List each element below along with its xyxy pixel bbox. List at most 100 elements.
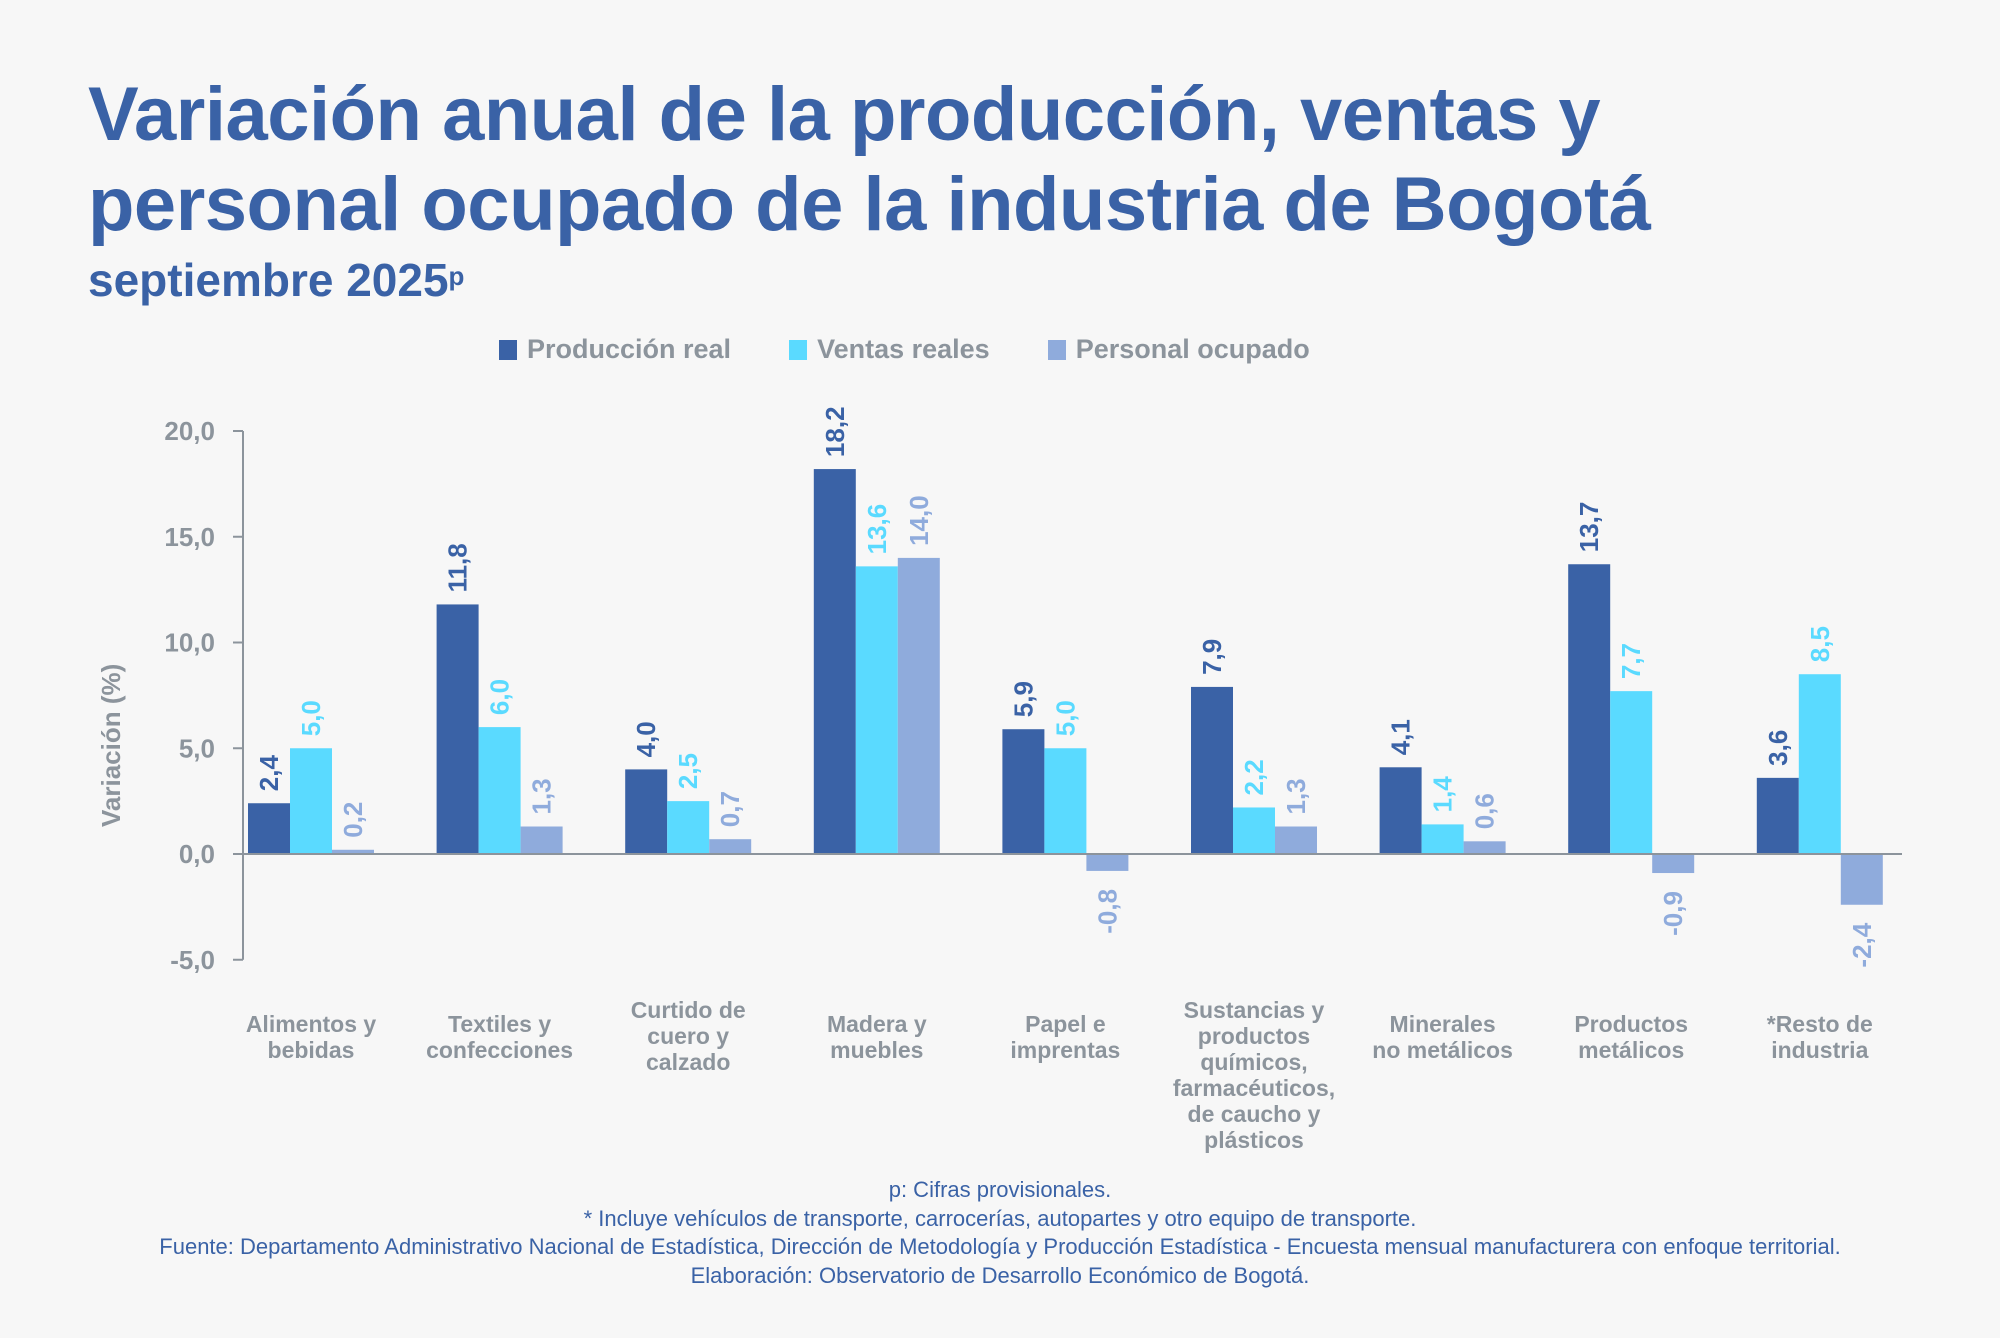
category-label: Madera y muebles [827,1011,927,1063]
data-label: 8,5 [1805,626,1835,662]
bar-personal [1086,854,1129,871]
data-label: 1,4 [1428,776,1458,813]
category-label-line: no metálicos [1372,1037,1513,1063]
chart-title: Variación anual de la producción, ventas… [88,70,1651,250]
legend: Producción real Ventas reales Personal o… [499,334,1310,365]
data-label: 5,0 [296,700,326,736]
legend-label-personal: Personal ocupado [1075,334,1310,364]
category-label-line: imprentas [1010,1037,1120,1063]
category-label: *Resto de industria [1767,1011,1873,1063]
legend-item-produccion: Producción real [499,334,731,365]
bar-ventas [290,748,332,854]
data-label: 1,3 [527,778,557,814]
data-label: 0,6 [1470,793,1500,829]
y-tick-label: -5,0 [170,945,215,975]
data-label: 3,6 [1763,730,1793,766]
data-label: 4,1 [1386,719,1416,755]
bar-produccion [1379,767,1422,854]
category-label-line: farmacéuticos, [1173,1075,1335,1101]
category-label: Alimentos y bebidas [246,1011,377,1063]
category-label-line: Sustancias y [1184,997,1325,1023]
bar-produccion [436,604,479,854]
category-label-line: químicos, [1200,1049,1307,1075]
footnote-elaboration: Elaboración: Observatorio de Desarrollo … [690,1262,1310,1288]
data-label: 2,2 [1239,759,1269,795]
data-label: 7,9 [1197,639,1227,675]
category-label-line: cuero y [647,1023,729,1049]
data-label: -2,4 [1847,922,1877,967]
subtitle-provisional-mark: p [448,261,465,291]
data-label: 0,7 [715,791,745,827]
legend-item-personal: Personal ocupado [1047,334,1310,365]
bar-ventas [478,727,521,854]
data-label: -0,9 [1658,891,1688,936]
data-label: 11,8 [443,543,473,592]
category-label-line: confecciones [426,1037,573,1063]
bar-ventas [1233,807,1275,854]
legend-swatch-ventas [789,339,808,360]
bar-ventas [1044,748,1087,854]
bar-produccion [1756,777,1799,854]
category-label-line: Madera y [827,1011,927,1037]
subtitle-text: septiembre 2025 [88,254,449,306]
footnotes: p: Cifras provisionales. * Incluye vehíc… [0,1176,2000,1290]
bar-personal [1652,854,1695,874]
footnote-provisional: p: Cifras provisionales. [888,1177,1112,1202]
data-label: 13,7 [1574,502,1604,553]
bar-produccion [1568,564,1611,854]
bar-personal [709,839,752,854]
y-tick-label: 15,0 [164,522,215,552]
bar-personal [1275,826,1317,854]
chart-title-line-1: Variación anual de la producción, ventas… [88,72,1601,157]
bar-personal [897,557,940,854]
category-label: Sustancias y productos químicos, farmacéuti… [1173,997,1335,1153]
category-label-line: Papel e [1025,1011,1106,1037]
category-label-line: Minerales [1390,1011,1496,1037]
category-label-line: Productos [1574,1011,1688,1037]
category-label: Curtido de cuero y calzado [631,997,746,1075]
footnote-source: Fuente: Departamento Administrativo Naci… [159,1234,1841,1259]
category-label-line: metálicos [1578,1037,1684,1063]
data-label: 2,4 [254,755,284,792]
bar-produccion [625,769,668,854]
bar-produccion [248,803,290,854]
category-label-line: industria [1771,1037,1868,1063]
data-label: 6,0 [485,679,515,715]
category-label-line: plásticos [1204,1127,1304,1153]
y-tick-label: 20,0 [164,416,215,446]
data-label: 4,0 [631,721,661,757]
bar-produccion [813,469,856,854]
y-tick-label: 0,0 [179,839,215,869]
category-label-line: Alimentos y [246,1011,377,1037]
legend-label-produccion: Producción real [527,334,732,364]
category-label-line: bebidas [268,1037,355,1063]
legend-swatch-produccion [499,339,517,360]
data-label: 7,7 [1616,643,1646,679]
bar-ventas [1421,824,1464,854]
legend-item-ventas: Ventas reales [789,334,990,365]
bar-personal [520,826,563,854]
footnote-resto-industria: * Incluye vehículos de transporte, carro… [583,1205,1417,1231]
bar-personal [332,849,374,854]
category-label: Productos metálicos [1574,1011,1688,1063]
data-label: 0,2 [338,802,368,838]
bar-ventas [1798,674,1841,854]
category-label-line: de caucho y [1188,1101,1321,1127]
category-label-line: *Resto de [1767,1011,1873,1037]
bar-ventas [855,566,898,854]
data-label: 5,9 [1008,681,1038,717]
category-label-line: Textiles y [448,1011,551,1037]
bar-ventas [667,801,710,854]
data-label: 13,6 [862,504,892,555]
data-label: -0,8 [1092,889,1122,934]
y-tick-label: 10,0 [164,628,215,658]
data-label: 5,0 [1050,700,1080,736]
bar-produccion [1191,686,1233,854]
data-label: 18,2 [820,406,850,457]
category-label-line: productos [1198,1023,1310,1049]
bar-personal [1840,854,1883,905]
category-label-line: calzado [646,1049,730,1075]
data-label: 1,3 [1281,778,1311,814]
bar-produccion [1002,729,1045,854]
